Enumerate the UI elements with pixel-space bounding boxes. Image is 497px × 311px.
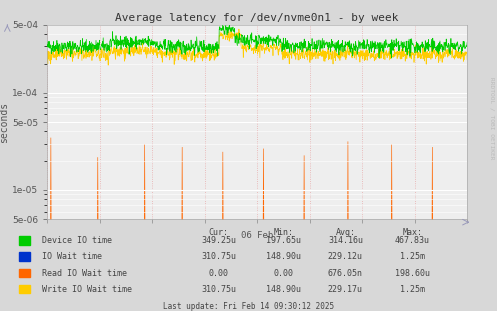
Text: 310.75u: 310.75u (201, 253, 236, 261)
Text: Last update: Fri Feb 14 09:30:12 2025: Last update: Fri Feb 14 09:30:12 2025 (163, 303, 334, 311)
Text: RRDTOOL / TOBI OETIKER: RRDTOOL / TOBI OETIKER (490, 77, 495, 160)
Text: 467.83u: 467.83u (395, 236, 430, 245)
Text: 229.17u: 229.17u (328, 285, 363, 294)
Text: Min:: Min: (273, 228, 293, 237)
Text: 0.00: 0.00 (273, 269, 293, 277)
Text: Avg:: Avg: (335, 228, 355, 237)
Text: 148.90u: 148.90u (266, 253, 301, 261)
Text: 1.25m: 1.25m (400, 285, 425, 294)
Text: 349.25u: 349.25u (201, 236, 236, 245)
Text: Read IO Wait time: Read IO Wait time (42, 269, 127, 277)
Text: IO Wait time: IO Wait time (42, 253, 102, 261)
Text: Cur:: Cur: (209, 228, 229, 237)
Y-axis label: seconds: seconds (0, 101, 9, 143)
Text: Max:: Max: (403, 228, 422, 237)
Text: Write IO Wait time: Write IO Wait time (42, 285, 132, 294)
Text: 314.16u: 314.16u (328, 236, 363, 245)
Text: 676.05n: 676.05n (328, 269, 363, 277)
Text: 06 Feb: 06 Feb (241, 231, 273, 240)
Text: 197.65u: 197.65u (266, 236, 301, 245)
Text: 229.12u: 229.12u (328, 253, 363, 261)
Text: Device IO time: Device IO time (42, 236, 112, 245)
Text: 310.75u: 310.75u (201, 285, 236, 294)
Text: 148.90u: 148.90u (266, 285, 301, 294)
Text: 0.00: 0.00 (209, 269, 229, 277)
Text: 1.25m: 1.25m (400, 253, 425, 261)
Title: Average latency for /dev/nvme0n1 - by week: Average latency for /dev/nvme0n1 - by we… (115, 13, 399, 23)
Text: 198.60u: 198.60u (395, 269, 430, 277)
